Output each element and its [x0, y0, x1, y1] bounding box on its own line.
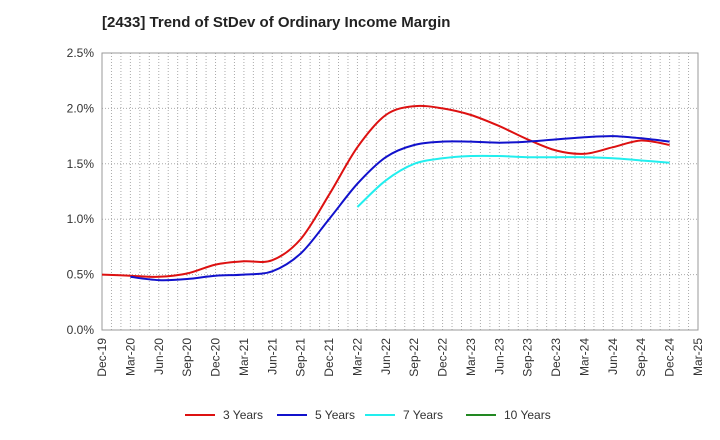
x-tick-label: Mar-23 — [464, 338, 478, 376]
legend-label: 3 Years — [223, 408, 263, 422]
x-tick-label: Jun-22 — [379, 338, 393, 375]
y-tick-label: 0.0% — [67, 323, 95, 337]
legend-label: 10 Years — [504, 408, 551, 422]
x-tick-label: Dec-23 — [549, 338, 563, 377]
x-tick-label: Mar-24 — [577, 338, 591, 376]
x-tick-label: Sep-22 — [407, 338, 421, 377]
series-line — [356, 154, 670, 208]
x-tick-label: Sep-20 — [180, 338, 194, 377]
x-tick-label: Dec-22 — [436, 338, 450, 377]
x-tick-label: Dec-24 — [663, 338, 677, 377]
x-tick-label: Mar-20 — [123, 338, 137, 376]
x-tick-label: Jun-24 — [606, 338, 620, 375]
legend: 3 Years 5 Years 7 Years 10 Years — [185, 408, 551, 422]
series-line — [101, 104, 670, 278]
x-tick-label: Jun-21 — [265, 338, 279, 375]
chart-title: [2433] Trend of StDev of Ordinary Income… — [102, 14, 451, 31]
x-tick-label: Mar-22 — [350, 338, 364, 376]
y-tick-label: 1.0% — [67, 212, 95, 226]
x-tick-label: Dec-21 — [322, 338, 336, 377]
x-tick-label: Mar-25 — [691, 338, 705, 376]
x-tick-label: Jun-23 — [492, 338, 506, 375]
legend-label: 7 Years — [403, 408, 443, 422]
plot-area — [101, 52, 699, 331]
series — [101, 104, 670, 282]
x-axis-ticks: Dec-19 Mar-20 Jun-20 Sep-20 Dec-20 Mar-21 Jun-… — [95, 338, 705, 377]
series-line — [130, 135, 670, 282]
y-tick-label: 0.5% — [67, 268, 95, 282]
legend-label: 5 Years — [315, 408, 355, 422]
x-tick-label: Sep-21 — [294, 338, 308, 377]
grid — [102, 53, 698, 330]
x-tick-label: Dec-20 — [209, 338, 223, 377]
y-tick-label: 1.5% — [67, 157, 95, 171]
y-axis-ticks: 0.0% 0.5% 1.0% 1.5% 2.0% 2.5% — [67, 46, 95, 337]
x-tick-label: Sep-24 — [634, 338, 648, 377]
x-tick-label: Mar-21 — [237, 338, 251, 376]
y-tick-label: 2.0% — [67, 101, 95, 115]
x-tick-label: Dec-19 — [95, 338, 109, 377]
x-tick-label: Jun-20 — [152, 338, 166, 375]
y-tick-label: 2.5% — [67, 46, 95, 60]
x-tick-label: Sep-23 — [521, 338, 535, 377]
